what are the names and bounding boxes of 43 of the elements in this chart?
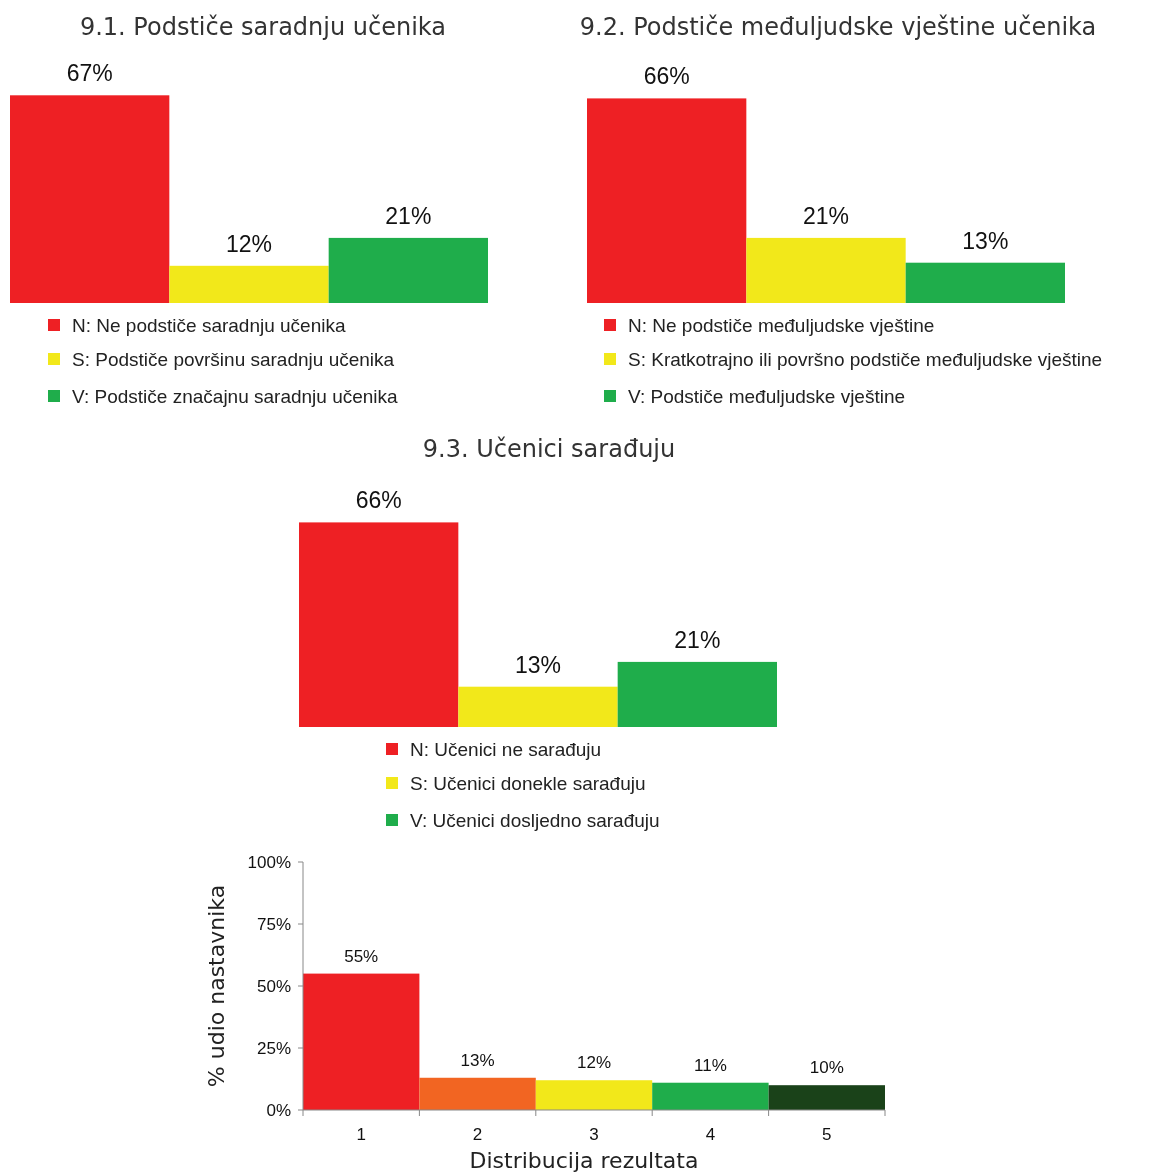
data-label: 13% bbox=[514, 651, 562, 678]
bar bbox=[652, 1082, 769, 1110]
legend-label: V: Podstiče značajnu saradnju učenika bbox=[72, 386, 399, 407]
legend-label: N: Ne podstiče međuljudske vještine bbox=[628, 315, 935, 336]
x-tick-label: 4 bbox=[705, 1125, 716, 1144]
chart-title: 9.2. Podstiče međuljudske vještine učenika bbox=[579, 13, 1097, 41]
y-tick-label: 75% bbox=[256, 915, 291, 934]
bar bbox=[768, 1085, 885, 1110]
x-tick-label: 1 bbox=[356, 1125, 366, 1144]
data-label: 11% bbox=[694, 1055, 727, 1075]
data-label: 12% bbox=[576, 1053, 612, 1073]
x-tick-label: 3 bbox=[589, 1125, 599, 1144]
data-label: 10% bbox=[809, 1058, 844, 1078]
legend-label: S: Podstiče površinu saradnju učenika bbox=[72, 349, 395, 370]
data-label: 55% bbox=[344, 946, 379, 966]
legend-label: S: Kratkotrajno ili površno podstiče međuljudske vještine bbox=[628, 349, 1103, 370]
bar bbox=[535, 1080, 653, 1110]
legend-label: V: Podstiče međuljudske vještine bbox=[628, 386, 906, 407]
x-tick-label: 5 bbox=[822, 1125, 832, 1144]
y-tick-label: 25% bbox=[256, 1039, 291, 1058]
data-label: 66% bbox=[355, 487, 402, 514]
data-label: 21% bbox=[385, 202, 432, 229]
y-tick-label: 0% bbox=[266, 1101, 291, 1120]
data-label: 13% bbox=[460, 1050, 495, 1070]
legend-label: N: Ne podstiče saradnju učenika bbox=[72, 315, 346, 336]
y-tick-label: 50% bbox=[256, 977, 291, 996]
chart-title: 9.3. Učenici sarađuju bbox=[422, 435, 676, 463]
x-tick-label: 2 bbox=[472, 1125, 483, 1144]
chart-title: 9.1. Podstiče saradnju učenika bbox=[79, 13, 447, 41]
data-label: 21% bbox=[802, 202, 850, 229]
data-label: 21% bbox=[674, 626, 721, 653]
y-axis-title: % udio nastavnika bbox=[204, 884, 229, 1088]
data-label: 13% bbox=[962, 227, 1009, 254]
x-axis-title: Distribucija rezultata bbox=[469, 1148, 699, 1173]
data-label: 67% bbox=[66, 60, 113, 87]
data-label: 66% bbox=[643, 63, 690, 90]
legend-label: N: Učenici ne sarađuju bbox=[410, 739, 602, 760]
bar bbox=[419, 1077, 536, 1110]
legend-label: S: Učenici donekle sarađuju bbox=[410, 773, 646, 794]
bar bbox=[303, 973, 420, 1110]
data-label: 12% bbox=[225, 230, 273, 257]
y-tick-label: 100% bbox=[247, 853, 291, 872]
legend-label: V: Učenici dosljedno sarađuju bbox=[410, 810, 660, 831]
